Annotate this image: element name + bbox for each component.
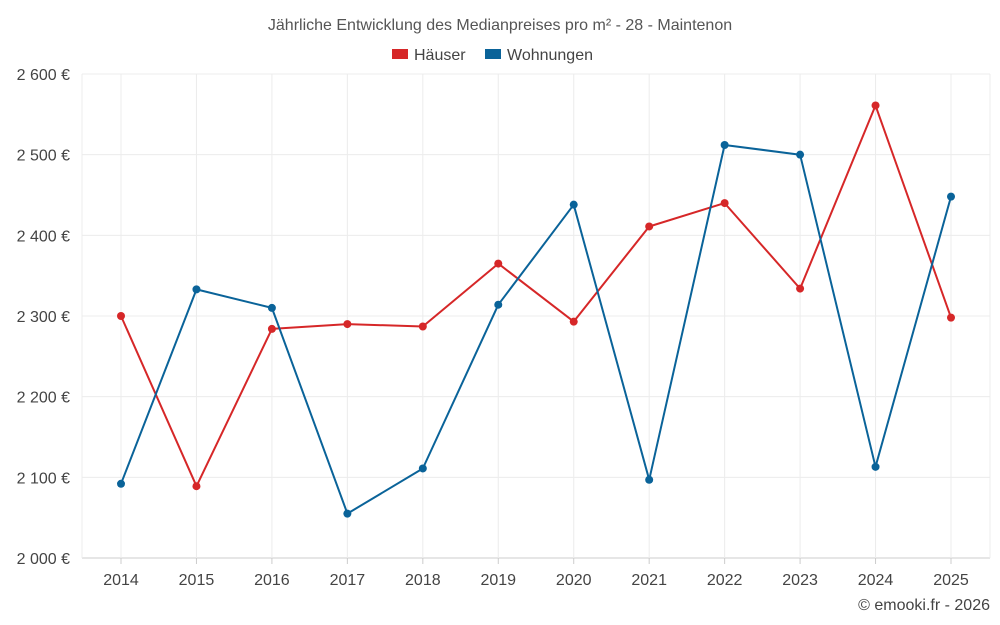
data-point-haeuser[interactable]: [192, 482, 201, 491]
x-tick-label: 2025: [933, 572, 969, 589]
y-tick-label: 2 600 €: [17, 67, 70, 84]
x-tick-label: 2017: [330, 572, 366, 589]
data-point-haeuser[interactable]: [871, 101, 880, 110]
y-tick-label: 2 300 €: [17, 309, 70, 326]
series-wohnungen: [117, 140, 955, 518]
x-tick-label: 2018: [405, 572, 441, 589]
y-tick-label: 2 100 €: [17, 470, 70, 487]
data-point-wohnungen[interactable]: [796, 150, 805, 159]
y-tick-label: 2 000 €: [17, 551, 70, 568]
data-point-haeuser[interactable]: [117, 312, 125, 320]
legend-item-haeuser[interactable]: Häuser: [392, 47, 466, 64]
x-tick-label: 2021: [631, 572, 667, 589]
data-point-haeuser[interactable]: [569, 317, 578, 326]
credit-text: © emooki.fr - 2026: [858, 597, 990, 614]
x-tick-label: 2023: [782, 572, 818, 589]
series-line-wohnungen: [120, 144, 952, 515]
y-axis: 2 000 € 2 100 € 2 200 € 2 300 € 2 400 € 2 500…: [17, 67, 70, 568]
legend-label-wohnungen: Wohnungen: [507, 47, 593, 64]
series-haeuser: [117, 101, 955, 491]
data-point-wohnungen[interactable]: [117, 479, 125, 488]
data-point-wohnungen[interactable]: [871, 462, 880, 471]
data-point-wohnungen[interactable]: [569, 200, 578, 209]
legend: Häuser Wohnungen: [392, 47, 593, 64]
data-point-wohnungen[interactable]: [494, 300, 503, 309]
legend-label-haeuser: Häuser: [414, 47, 466, 64]
data-point-haeuser[interactable]: [720, 199, 729, 208]
data-point-haeuser[interactable]: [796, 284, 805, 293]
x-tick-label: 2016: [254, 572, 290, 589]
data-point-haeuser[interactable]: [645, 222, 654, 231]
y-tick-label: 2 500 €: [17, 148, 70, 165]
grid: [81, 73, 991, 559]
data-point-wohnungen[interactable]: [947, 192, 955, 201]
legend-item-wohnungen[interactable]: Wohnungen: [485, 47, 593, 64]
x-tick-label: 2022: [707, 572, 743, 589]
x-axis: 2014 2015 2016 2017 2018 2019 2020 2021 2022 2023…: [103, 558, 969, 589]
y-tick-label: 2 200 €: [17, 390, 70, 407]
data-point-haeuser[interactable]: [418, 322, 427, 331]
data-point-haeuser[interactable]: [494, 259, 503, 268]
data-point-wohnungen[interactable]: [267, 303, 276, 312]
data-point-haeuser[interactable]: [343, 320, 352, 329]
x-tick-label: 2024: [858, 572, 894, 589]
x-tick-label: 2015: [179, 572, 215, 589]
data-point-haeuser[interactable]: [947, 313, 955, 322]
data-point-wohnungen[interactable]: [645, 475, 654, 484]
x-tick-label: 2020: [556, 572, 592, 589]
data-point-wohnungen[interactable]: [192, 285, 201, 294]
series-layer: [117, 101, 955, 518]
data-point-wohnungen[interactable]: [343, 509, 352, 518]
legend-swatch-haeuser: [392, 49, 408, 59]
y-tick-label: 2 400 €: [17, 228, 70, 245]
x-tick-label: 2014: [103, 572, 139, 589]
data-point-haeuser[interactable]: [267, 324, 276, 333]
legend-swatch-wohnungen: [485, 49, 501, 59]
chart-title: Jährliche Entwicklung des Medianpreises …: [268, 17, 732, 34]
series-line-haeuser: [120, 104, 952, 488]
x-tick-label: 2019: [480, 572, 516, 589]
data-point-wohnungen[interactable]: [418, 464, 427, 473]
data-point-wohnungen[interactable]: [720, 140, 729, 149]
